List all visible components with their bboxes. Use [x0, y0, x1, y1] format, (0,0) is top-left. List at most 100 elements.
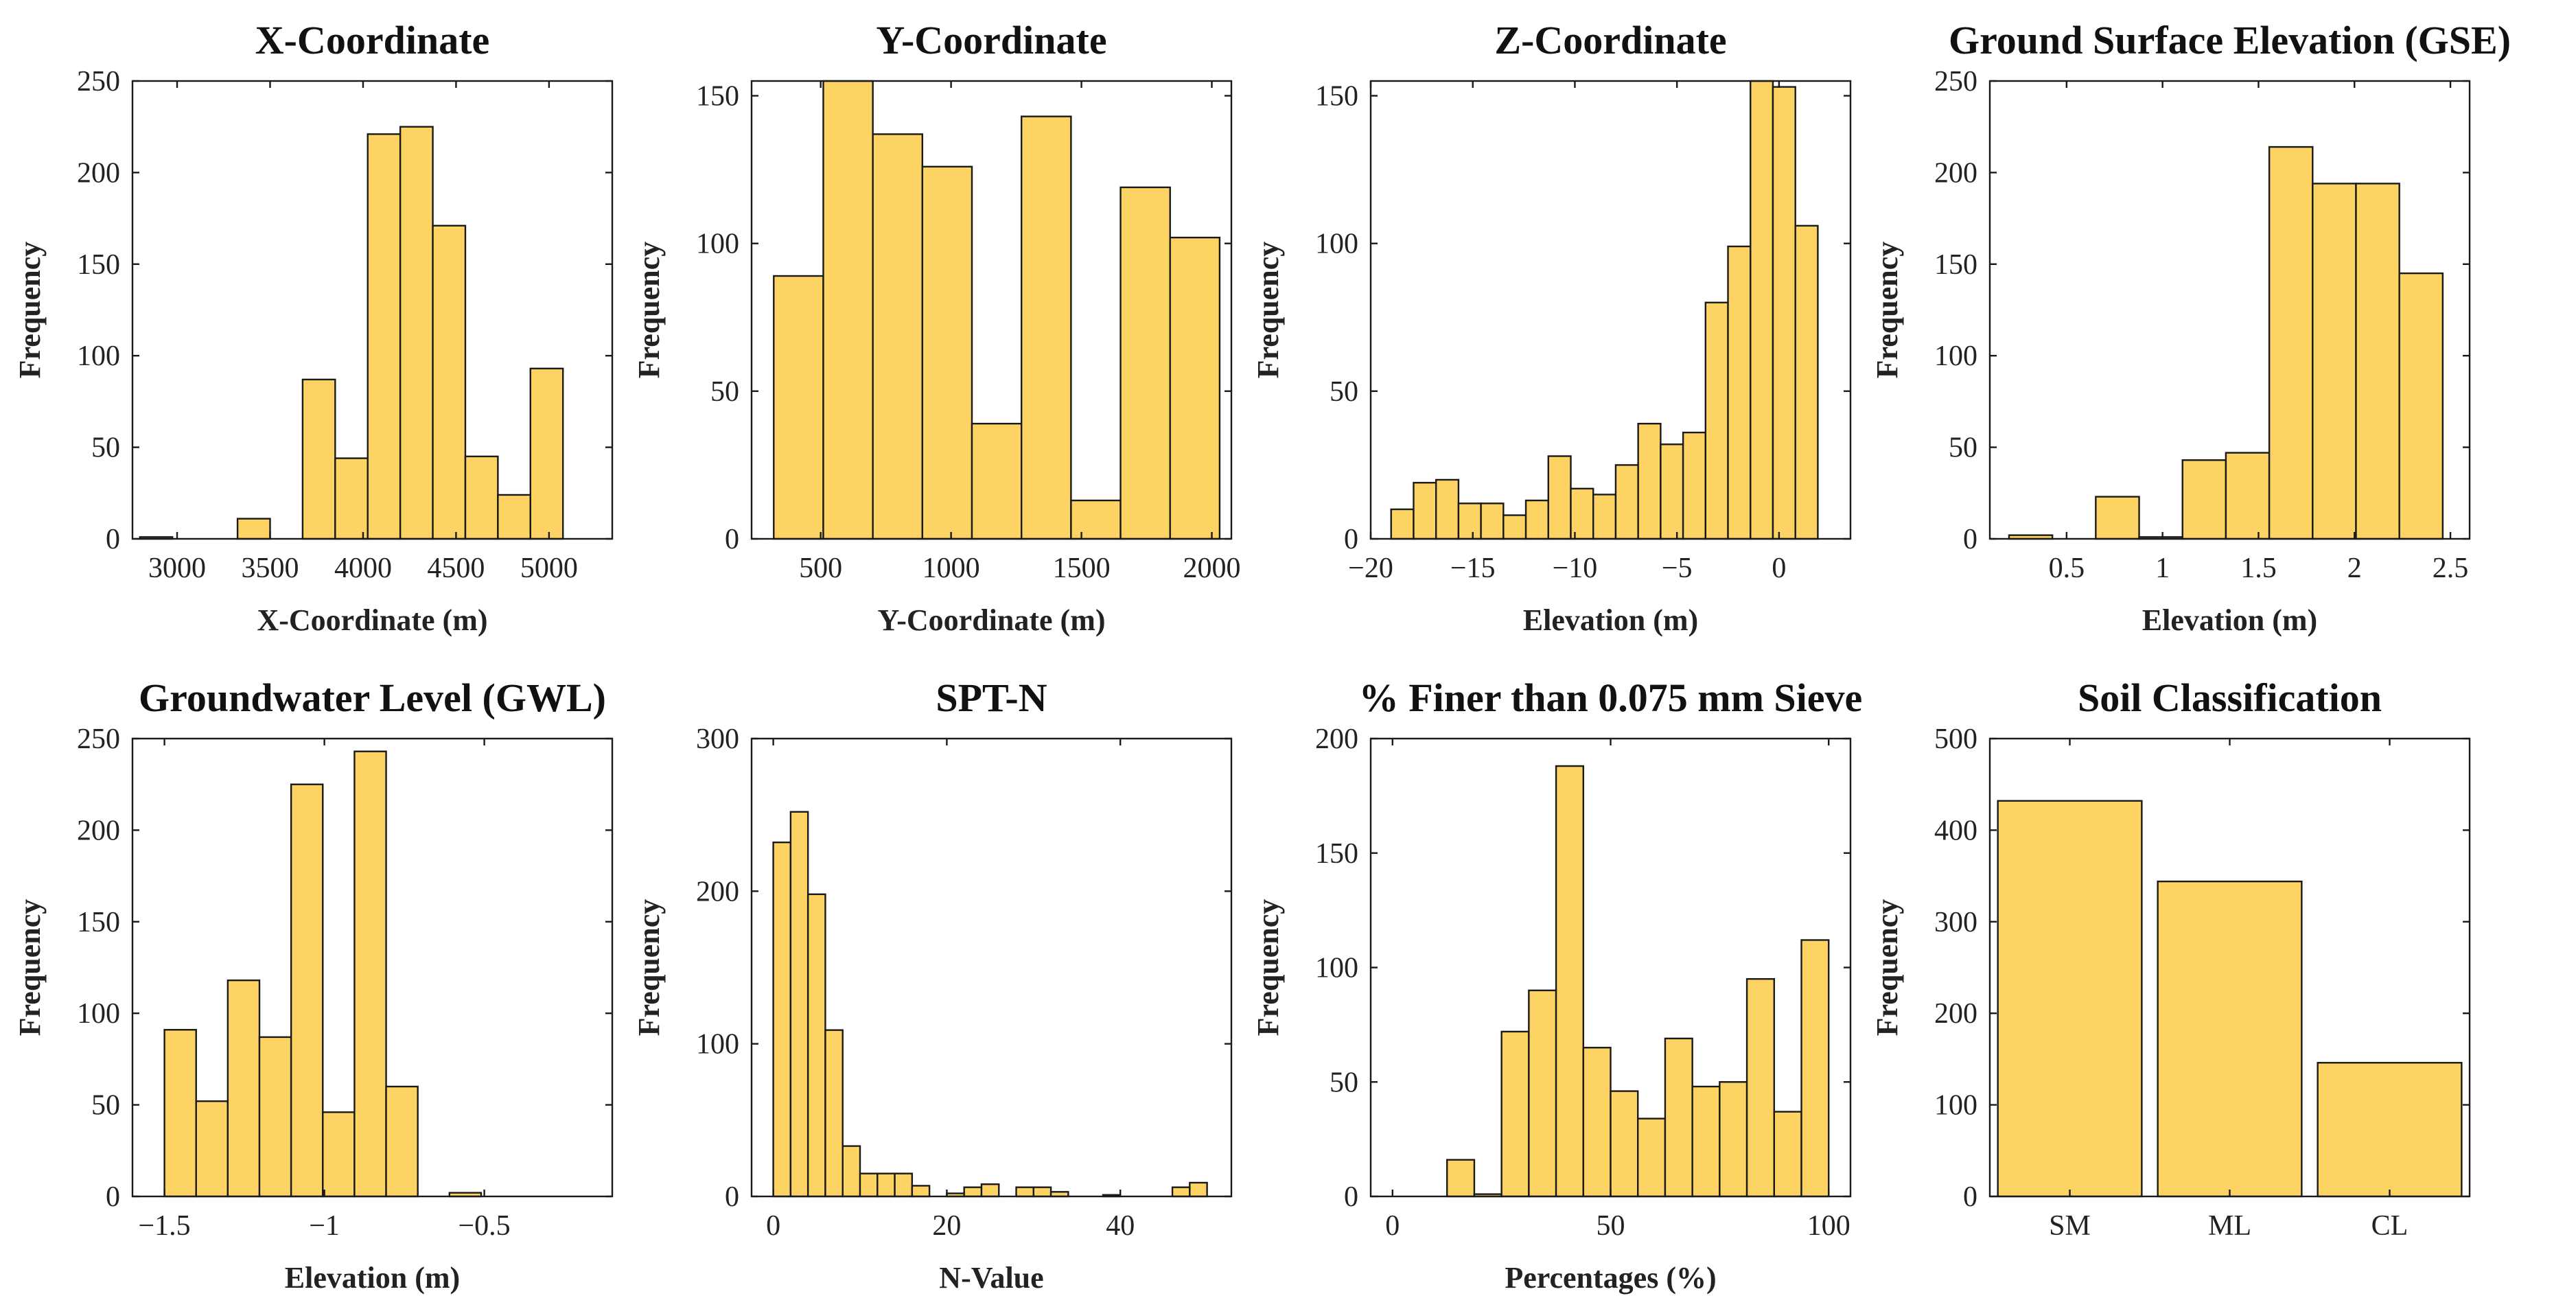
histogram-bin: [1171, 1186, 1191, 1198]
x-tick-label: 0.5: [2049, 553, 2085, 584]
x-tick-label: −0.5: [459, 1210, 511, 1242]
histogram-bin: [1524, 499, 1549, 540]
chart-panel-6: SPT-N 0 20 40 0 100 200 300 N-Value Frequency: [632, 675, 1233, 1295]
x-tick-label: 0: [1772, 553, 1786, 584]
y-tick-label: 50: [710, 376, 739, 408]
x-tick-label: −1: [309, 1210, 340, 1242]
histogram-bin: [1794, 224, 1819, 540]
x-axis-label: Elevation (m): [285, 1261, 460, 1295]
axes-frame: [1988, 737, 2471, 1198]
histogram-bin: [399, 126, 434, 540]
x-tick-label: SM: [2049, 1210, 2091, 1242]
x-tick-label: 500: [799, 553, 842, 584]
chart-title: % Finer than 0.075 mm Sieve: [1359, 675, 1863, 720]
y-axis-label: Frequency: [13, 242, 47, 379]
bar-cl: [2317, 1062, 2463, 1198]
histogram-bin: [1413, 482, 1437, 540]
histogram-bin: [1727, 245, 1752, 540]
histogram-bin: [236, 518, 271, 540]
x-tick-label: 0: [1385, 1210, 1400, 1242]
x-tick-label: 3500: [241, 553, 299, 584]
y-tick-label: 150: [1315, 838, 1358, 870]
y-tick-label: 50: [1330, 376, 1358, 408]
y-tick-label: 100: [696, 229, 739, 260]
chart-title: X-Coordinate: [255, 18, 490, 62]
histogram-bin: [353, 750, 387, 1198]
chart-title: SPT-N: [936, 675, 1047, 720]
histogram-bin: [1582, 1047, 1612, 1198]
histogram-bin: [1390, 508, 1415, 540]
histogram-bin: [1772, 86, 1796, 540]
histogram-bin: [1547, 455, 1572, 540]
x-tick-label: 4000: [334, 553, 392, 584]
y-axis-label: Frequency: [632, 899, 666, 1036]
histogram-bin: [290, 783, 324, 1198]
y-tick-label: 100: [1934, 340, 1977, 372]
y-tick-label: 150: [77, 907, 120, 938]
y-axis-label: Frequency: [1870, 242, 1904, 379]
histogram-bin: [1745, 977, 1775, 1198]
x-tick-label: ML: [2208, 1210, 2251, 1242]
histogram-bin: [1750, 80, 1774, 540]
y-tick-label: 200: [77, 157, 120, 189]
histogram-bin: [824, 1029, 844, 1198]
histogram-bin: [432, 224, 467, 540]
y-tick-label: 200: [696, 876, 739, 907]
histogram-bin: [773, 275, 824, 540]
histogram-bin: [1119, 186, 1171, 540]
histogram-bin: [1169, 236, 1221, 540]
histogram-bin: [2312, 183, 2357, 540]
y-tick-label: 50: [91, 1090, 120, 1122]
axes-frame: [1369, 80, 1852, 540]
histogram-bin: [258, 1036, 292, 1198]
chart-title: Ground Surface Elevation (GSE): [1949, 18, 2511, 62]
histogram-bin: [1614, 464, 1639, 540]
histogram-bin: [1457, 502, 1482, 540]
y-tick-label: 150: [77, 249, 120, 281]
x-tick-label: −20: [1348, 553, 1393, 584]
histogram-bin: [822, 80, 874, 540]
histogram-bin: [1480, 502, 1505, 540]
y-tick-label: 100: [77, 340, 120, 372]
y-tick-label: 0: [725, 1181, 739, 1213]
histogram-bin: [772, 841, 792, 1198]
bar-sm: [1997, 800, 2143, 1198]
y-tick-label: 100: [1315, 953, 1358, 984]
y-tick-label: 150: [1934, 249, 1977, 281]
histogram-bin: [367, 133, 402, 540]
x-tick-label: 4500: [427, 553, 485, 584]
y-axis-label: Frequency: [1870, 899, 1904, 1036]
histogram-bin: [2225, 452, 2271, 540]
axes-frame: [750, 80, 1233, 540]
histogram-bin: [2268, 146, 2314, 540]
y-tick-label: 500: [1934, 723, 1977, 755]
x-tick-label: 5000: [520, 553, 578, 584]
y-tick-label: 300: [1934, 907, 1977, 938]
histogram-bin: [195, 1100, 229, 1198]
histogram-bin: [2095, 496, 2140, 540]
y-axis-label: Frequency: [632, 242, 666, 379]
x-tick-label: 1500: [1053, 553, 1111, 584]
histogram-bin: [971, 422, 1023, 540]
x-tick-label: 2000: [1183, 553, 1241, 584]
x-tick-label: 1: [2155, 553, 2170, 584]
y-tick-label: 150: [1315, 81, 1358, 113]
histogram-bin: [1719, 1081, 1748, 1198]
chart-title: Groundwater Level (GWL): [139, 675, 606, 720]
y-tick-label: 200: [1934, 157, 1977, 189]
y-axis-label: Frequency: [13, 899, 47, 1036]
histogram-bin: [911, 1185, 931, 1198]
x-tick-label: 50: [1597, 1210, 1625, 1242]
histogram-bin: [1446, 1159, 1476, 1198]
histogram-bin: [1773, 1111, 1802, 1198]
histogram-bin: [1637, 1117, 1667, 1198]
histogram-bin: [322, 1111, 356, 1198]
axes-frame: [1988, 80, 2471, 540]
y-axis-label: Frequency: [1251, 242, 1285, 379]
histogram-bin: [980, 1183, 1000, 1198]
y-axis-label: Frequency: [1251, 899, 1285, 1036]
chart-panel-7: % Finer than 0.075 mm Sieve 0 50 100 0 50 100 1…: [1251, 675, 1862, 1295]
chart-panel-4: Ground Surface Elevation (GSE) 0.5 1 1.5 2 2.…: [1870, 18, 2511, 637]
x-tick-label: 1000: [923, 553, 980, 584]
